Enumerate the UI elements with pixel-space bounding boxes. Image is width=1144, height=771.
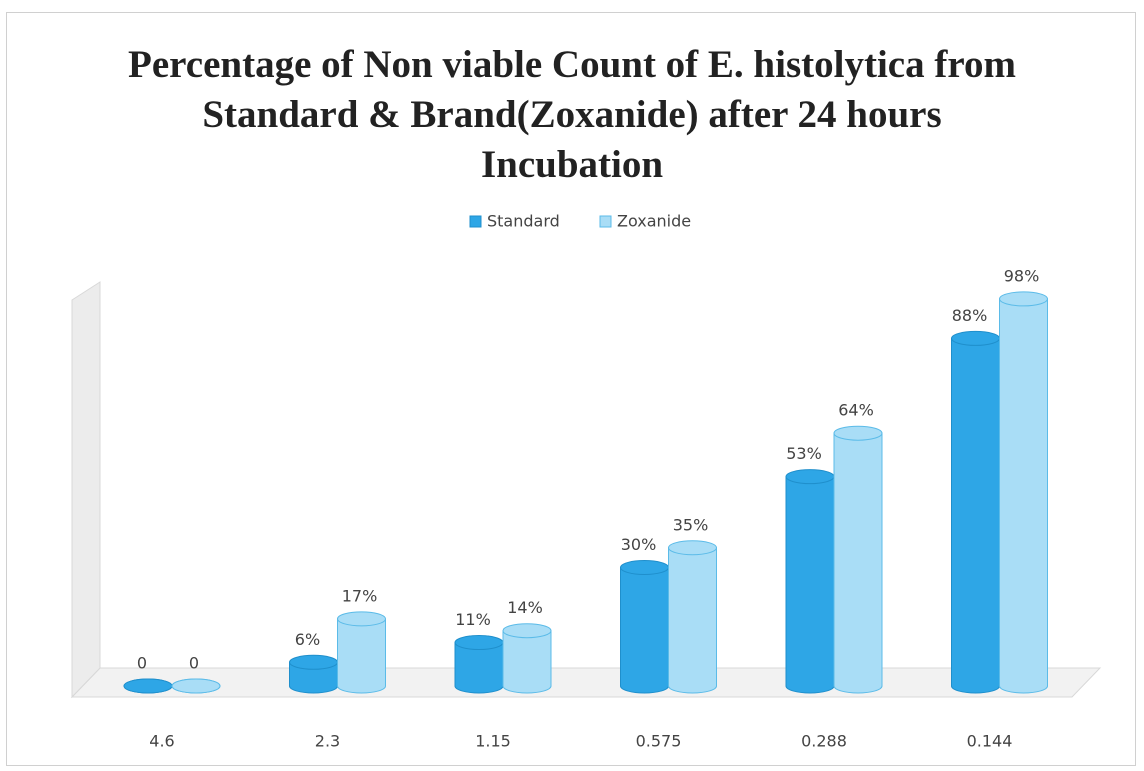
bar-top [454, 635, 504, 651]
chart-frame [6, 12, 1136, 766]
bar-top [171, 678, 221, 694]
value-label: 14% [507, 598, 543, 617]
bar-body-fill [503, 630, 551, 686]
bar [999, 291, 1048, 694]
bar-top [620, 560, 669, 575]
bar-top [289, 654, 338, 670]
bar [620, 560, 669, 694]
bar [289, 654, 338, 694]
bar-body-fill [834, 433, 882, 686]
x-tick-label: 0.288 [801, 732, 847, 751]
value-label: 98% [1004, 266, 1040, 285]
bar [454, 635, 504, 694]
bar [171, 678, 221, 694]
legend-label: Standard [487, 212, 560, 231]
bar-body-fill [669, 547, 716, 686]
legend-label: Zoxanide [617, 212, 691, 231]
bar [785, 469, 835, 694]
bar-top [833, 425, 883, 441]
value-label: 64% [838, 401, 874, 420]
bar-top [951, 330, 1000, 346]
floor [70, 667, 1102, 698]
bar [123, 678, 173, 694]
bar [502, 623, 552, 694]
x-tick-label: 2.3 [315, 732, 340, 751]
bar-body-fill [952, 338, 999, 686]
bar-body-fill [786, 476, 834, 686]
bar-top [123, 678, 173, 694]
bar-body-fill [621, 567, 668, 686]
bar-top [785, 469, 835, 485]
chart-title: Percentage of Non viable Count of E. his… [128, 43, 1016, 186]
value-label: 88% [952, 306, 988, 325]
bar [668, 540, 717, 694]
bar [833, 425, 883, 694]
value-label: 0 [189, 654, 199, 673]
x-tick-label: 4.6 [149, 732, 174, 751]
x-tick-label: 0.575 [636, 732, 682, 751]
value-label: 6% [295, 630, 320, 649]
bar [951, 330, 1000, 694]
value-label: 53% [786, 444, 822, 463]
value-label: 35% [673, 515, 709, 534]
value-label: 11% [455, 610, 491, 629]
bar-top [337, 611, 386, 627]
legend-swatch [599, 215, 612, 228]
bar-body-fill [1000, 298, 1047, 686]
legend-swatch [469, 215, 482, 228]
bar-body-fill [338, 618, 385, 686]
bar [337, 611, 386, 694]
bar-top [668, 540, 717, 556]
value-label: 0 [137, 654, 147, 673]
x-tick-label: 1.15 [475, 732, 511, 751]
value-label: 30% [621, 535, 657, 554]
bar-top [999, 291, 1048, 307]
value-label: 17% [342, 586, 378, 605]
bar-top [502, 623, 552, 639]
x-tick-label: 0.144 [967, 732, 1013, 751]
back-wall [71, 281, 101, 699]
